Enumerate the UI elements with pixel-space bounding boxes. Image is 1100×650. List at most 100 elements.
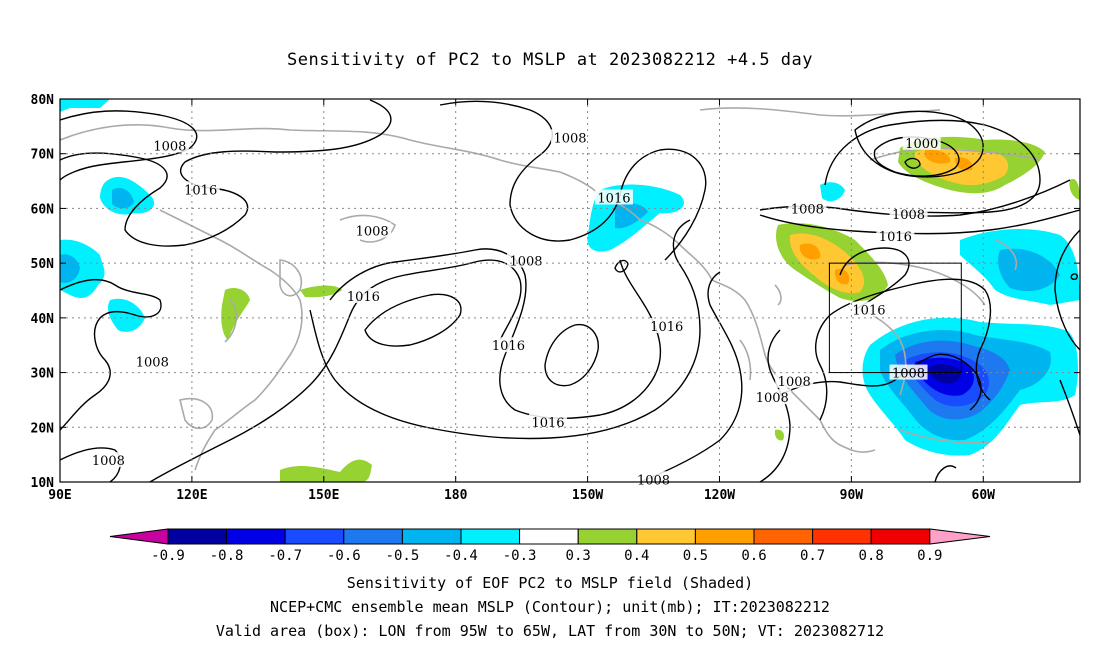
- contour-label: 1008: [551, 129, 589, 146]
- colorbar-label: -0.3: [503, 548, 537, 564]
- colorbar-label: 0.6: [741, 548, 766, 564]
- contour-label: 1016: [181, 181, 220, 198]
- contour-label-text: 1008: [892, 367, 925, 382]
- contour-label: 1008: [775, 372, 814, 390]
- lon-tick-label: 150W: [572, 488, 603, 503]
- lon-tick-label: 120W: [704, 488, 735, 503]
- contour-label: 1008: [89, 452, 128, 469]
- colorbar-swatch: [284, 528, 345, 545]
- colorbar-label: 0.5: [683, 548, 708, 564]
- contour-label-text: 1008: [756, 391, 789, 406]
- contour-label: 1000: [902, 134, 941, 152]
- colorbar-label: -0.7: [268, 548, 302, 564]
- contour-label-text: 1008: [778, 375, 811, 390]
- shade-neg-westedge-core: [60, 254, 80, 283]
- colorbar-swatch: [460, 528, 521, 545]
- lon-tick-label: 180: [444, 488, 468, 503]
- colorbar-swatch: [636, 528, 696, 545]
- colorbar-swatch: [870, 528, 931, 545]
- contour-label: 1008: [788, 200, 827, 217]
- sensitivity-shading: [60, 99, 1080, 482]
- contour-label-text: 1016: [597, 191, 630, 206]
- colorbar-swatch: [226, 528, 286, 545]
- contour-label-text: 1000: [905, 137, 938, 152]
- lat-tick-label: 10N: [31, 476, 55, 491]
- contour-label-text: 1008: [136, 356, 169, 371]
- contour-label: 1008: [753, 389, 792, 406]
- shade-neg-northwest: [60, 99, 110, 112]
- shade-neg-canada-east-core: [998, 248, 1060, 292]
- contour-label-text: 1008: [892, 208, 925, 223]
- contour-label-text: 1008: [637, 473, 670, 488]
- map-frame: [59, 98, 1081, 483]
- colorbar-extend-right: [929, 528, 991, 545]
- colorbar-label: 0.9: [917, 548, 942, 564]
- contour-label: 1008: [889, 205, 928, 223]
- contour-label: 1016: [529, 413, 568, 431]
- lon-tick-label: 60W: [972, 488, 996, 503]
- contour-label: 1016: [594, 189, 633, 206]
- colorbar-label: 0.3: [566, 548, 591, 564]
- contour-label-text: 1008: [356, 224, 389, 239]
- contour-label-text: 1016: [492, 339, 525, 354]
- shade-pos-mexico: [774, 429, 785, 441]
- colorbar-label: 0.8: [859, 548, 884, 564]
- lat-tick-label: 70N: [31, 148, 55, 163]
- longitude-axis: 90E 120E 150E 180 150W 120W 90W 60W: [48, 99, 995, 503]
- colorbar-label: 0.4: [624, 548, 649, 564]
- colorbar-label: -0.9: [151, 548, 185, 564]
- contour-label-text: 1016: [879, 230, 912, 245]
- colorbar-label: -0.4: [444, 548, 478, 564]
- shade-pos-greenland-hot: [925, 149, 951, 164]
- contour-label: 1016: [647, 318, 686, 335]
- colorbar-swatch: [167, 528, 228, 545]
- colorbar-label: 0.7: [800, 548, 825, 564]
- contour-label-text: 1008: [92, 454, 125, 469]
- contour-label-text: 1016: [184, 183, 217, 198]
- map-title: Sensitivity of PC2 to MSLP at 2023082212…: [286, 50, 813, 70]
- shade-neg-siberia-core: [112, 187, 134, 209]
- latitude-axis: 80N 70N 60N 50N 40N 30N 20N 10N: [31, 93, 1080, 491]
- contour-label-text: 1016: [531, 416, 564, 431]
- caption-line-3: Valid area (box): LON from 95W to 65W, L…: [215, 622, 885, 640]
- contour-label: 1008: [133, 353, 172, 371]
- lat-tick-label: 30N: [31, 367, 55, 382]
- shade-neg-atlantic-peak: [928, 364, 962, 384]
- colorbar-swatch: [694, 528, 755, 545]
- contour-label: 1008: [634, 471, 673, 488]
- valid-area-box: [828, 262, 962, 374]
- colorbar-swatch: [343, 528, 403, 545]
- colorbar-swatch: [577, 528, 638, 545]
- contour-label: 1008: [507, 252, 546, 269]
- colorbar-label: -0.8: [210, 548, 244, 564]
- colorbar-swatch: [753, 528, 814, 545]
- colorbar-label: -0.5: [386, 548, 420, 564]
- caption-line-2: NCEP+CMC ensemble mean MSLP (Contour); u…: [270, 598, 830, 616]
- contour-label: 1008: [150, 137, 189, 155]
- contour-label: 1016: [344, 287, 383, 305]
- map-gridlines: [60, 99, 1080, 482]
- contour-label-text: 1008: [509, 254, 542, 269]
- contour-label: 1008: [353, 222, 392, 239]
- shade-pos-pacific-sw: [280, 459, 372, 482]
- contour-label-text: 1016: [650, 320, 683, 335]
- shade-pos-greatlakes-hot2: [834, 269, 850, 285]
- colorbar-label: -0.6: [327, 548, 361, 564]
- shade-neg-westedge: [60, 239, 105, 298]
- lat-tick-label: 50N: [31, 257, 55, 272]
- shade-pos-greatlakes-hot: [800, 243, 821, 260]
- shade-pos-kuril: [300, 285, 342, 298]
- colorbar: -0.9 -0.8 -0.7 -0.6 -0.5 -0.4 -0.3 0.3 0.4 0.5 0.6…: [109, 528, 991, 564]
- lat-tick-label: 60N: [31, 202, 55, 217]
- caption-line-1: Sensitivity of EOF PC2 to MSLP field (Sh…: [346, 574, 754, 592]
- lat-tick-label: 40N: [31, 312, 55, 327]
- lon-tick-label: 120E: [176, 488, 207, 503]
- contour-label-text: 1016: [852, 304, 885, 319]
- contour-label: 1016: [849, 301, 888, 319]
- colorbar-extend-left: [109, 528, 169, 545]
- lat-tick-label: 80N: [31, 93, 55, 108]
- contour-label-text: 1016: [347, 290, 380, 305]
- contour-label-text: 1008: [791, 202, 824, 217]
- isobar-contours: [60, 99, 1080, 482]
